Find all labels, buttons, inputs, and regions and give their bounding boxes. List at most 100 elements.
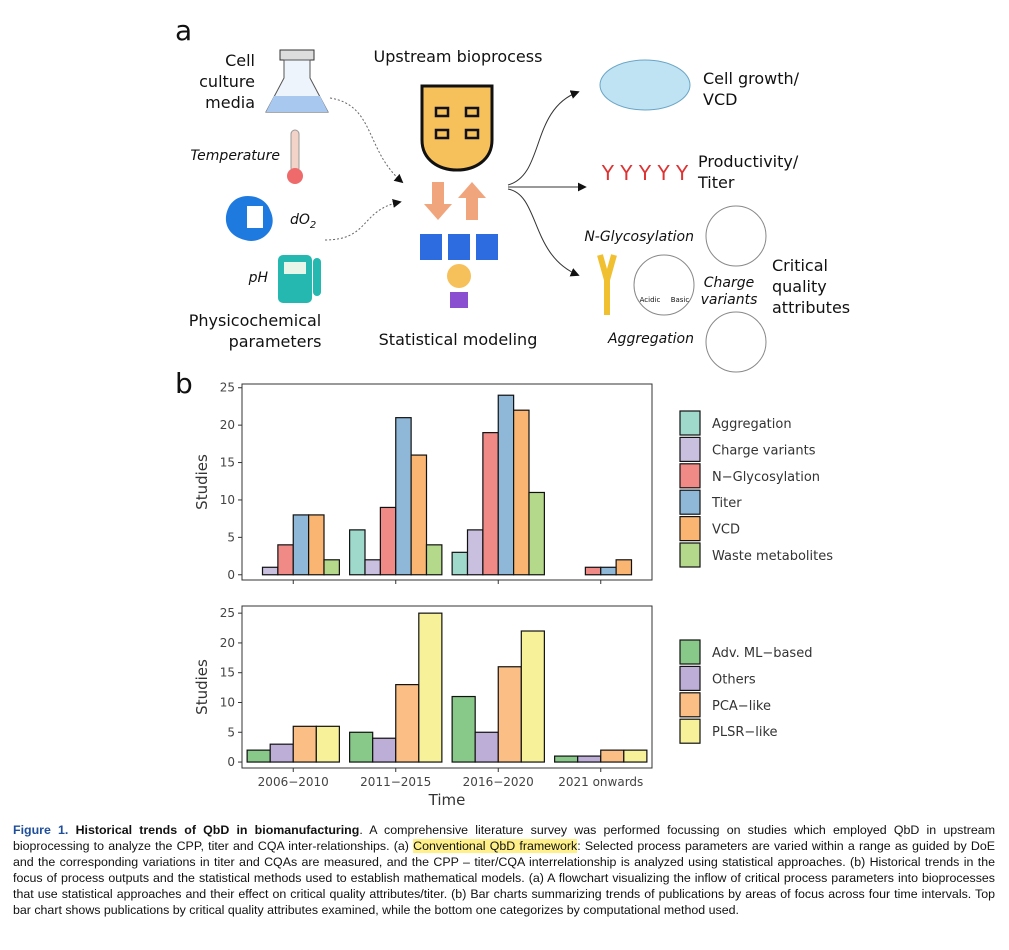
x-tick-label: 2011−2015 [360,775,431,789]
bar [600,566,617,576]
bar [246,749,271,763]
bar [349,529,366,576]
thermometer [290,129,300,173]
bar [474,731,499,763]
bar [410,454,428,576]
thermometer-bulb [287,168,303,184]
bar [395,684,420,763]
label: 2 [310,220,316,231]
bar [292,514,310,576]
label: media [205,93,255,112]
cells [599,59,691,111]
bar [497,666,522,763]
bioreactor [464,106,480,118]
legend-swatch [679,665,701,692]
plot-frame [241,383,653,581]
antibody [597,254,617,315]
y-axis-title: Studies [193,659,211,715]
do2-icon [247,206,263,228]
legend-swatch [679,436,701,462]
y-tick-label: 5 [227,725,235,739]
highlight: Conventional QbD framework [413,839,578,853]
bar [349,731,374,763]
label: Charge [704,275,754,291]
bar [623,749,648,763]
label: Statistical modeling [379,330,538,349]
label: dO [290,212,310,228]
y-tick-label: 15 [220,666,235,680]
bar [513,409,530,576]
bar [577,755,602,763]
bar [497,394,515,576]
bar [554,755,579,763]
y-tick-label: 0 [227,755,235,769]
bar [528,491,545,576]
bar [269,743,294,763]
bar [466,529,484,576]
bioreactor [420,84,494,172]
figure-label: Figure 1. [13,823,69,837]
legend-swatch [679,639,701,665]
aggregation-image [705,311,767,373]
bar [600,749,625,763]
legend-label: Charge variants [712,443,816,458]
x-tick-label: 2006−2010 [258,775,329,789]
y-axis-title: Studies [193,454,211,510]
label: Physicochemical [189,311,321,330]
document [448,234,470,260]
label: quality [772,277,827,296]
arrow-up [458,182,486,220]
legend-label: PLSR−like [712,725,778,740]
x-axis-title: Time [428,791,466,809]
y-tick-label: 5 [227,530,235,544]
charge-image [633,254,695,316]
caption: Figure 1. Historical trends of QbD in bi… [13,822,995,918]
antibodies: Y Y Y Y Y [601,161,689,185]
y-tick-label: 25 [220,381,235,395]
label: Cell growth/ [703,69,800,88]
panel-label: a [175,14,192,47]
bioreactor [464,128,480,140]
y-tick-label: 15 [220,456,235,470]
legend-label: Adv. ML−based [712,646,812,661]
arrow [507,90,580,186]
bar [292,725,317,763]
bar [277,544,294,576]
bar [379,506,397,576]
legend-swatch [679,515,701,542]
arrow [507,188,580,277]
document [420,234,442,260]
label: dO2 [290,212,316,231]
legend-label: Titer [711,496,742,511]
y-tick-label: 10 [220,493,235,507]
label: Temperature [190,148,280,164]
panel-label: b [175,367,193,400]
label: attributes [772,298,850,317]
legend-swatch [679,463,701,489]
bar [482,432,499,576]
legend-label: VCD [712,523,740,538]
plot-frame [241,605,653,769]
label: N-Glycosylation [584,229,694,245]
legend-label: Aggregation [712,417,792,432]
document [476,234,498,260]
arrow-down [424,182,452,220]
bar [451,551,469,576]
label: culture [199,72,255,91]
bar [323,559,340,576]
panel-a: a Cell culture media Temperature dO2 pH … [175,14,850,373]
media [266,96,328,112]
ph-probe [313,258,321,296]
y-tick-label: 20 [220,636,235,650]
bar [315,725,340,763]
legend-label: Waste metabolites [712,549,833,564]
label: parameters [229,332,322,351]
bar [261,566,279,576]
caption-text: . A comprehensive literature survey was … [13,823,996,853]
figure: a Cell culture media Temperature dO2 pH … [175,14,850,809]
ph-meter [284,262,306,274]
label: Acidic [640,296,661,304]
legend-label: N−Glycosylation [712,470,820,485]
glycan-image [705,205,767,267]
